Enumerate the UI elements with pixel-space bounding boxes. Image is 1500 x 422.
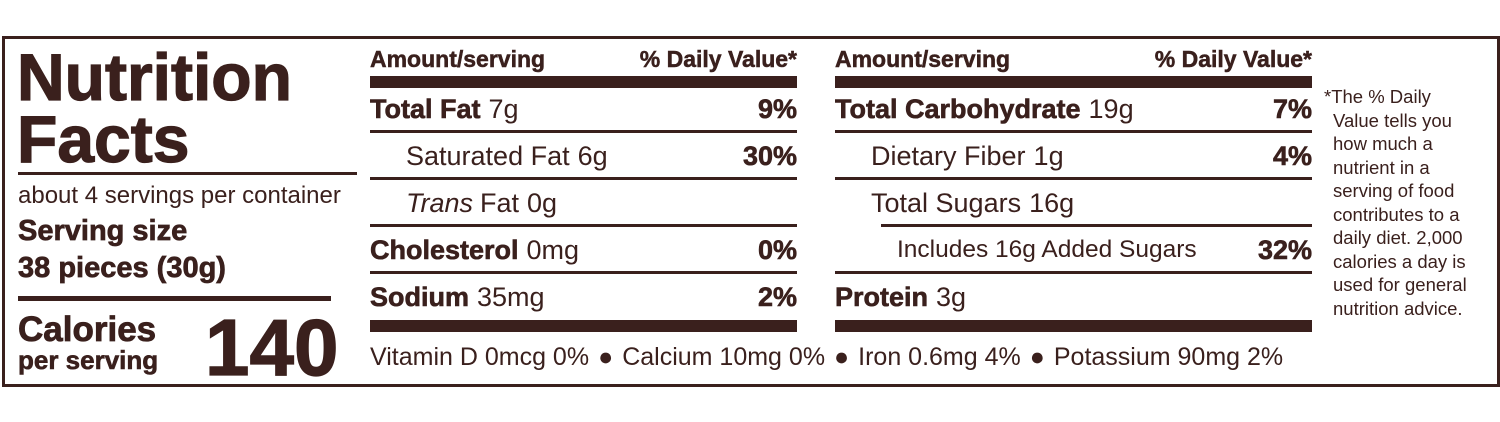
nutrient-row: Protein 3g xyxy=(835,276,1312,318)
divider xyxy=(835,271,1312,274)
divider xyxy=(835,130,1312,133)
nutrient-name: Total Fat xyxy=(370,93,481,124)
thick-bar xyxy=(370,320,797,332)
serving-size-value: 38 pieces (30g) xyxy=(18,252,227,284)
title: Nutrition xyxy=(16,40,292,114)
amount: 0g xyxy=(527,187,558,218)
amount: 1g xyxy=(1033,140,1064,171)
divider xyxy=(370,177,797,180)
vitamin: Potassium 90mg 2% xyxy=(1053,343,1284,371)
footnote-line: nutrition advice. xyxy=(1333,297,1463,319)
divider xyxy=(18,172,357,175)
nutrient-row: Total Carbohydrate 19g 7% xyxy=(835,88,1313,130)
thick-bar xyxy=(835,320,1312,332)
amount: 6g xyxy=(577,140,608,171)
amount: 3g xyxy=(936,281,967,312)
column-header: Amount/serving % Daily Value* xyxy=(835,46,1313,73)
amount: 7g xyxy=(488,93,519,124)
nutrient-row: Includes 16g Added Sugars 32% xyxy=(835,229,1312,271)
nutrient-row: Saturated Fat 6g 30% xyxy=(370,135,797,177)
footnote-line: contributes to a xyxy=(1333,203,1460,225)
nutrient-name: Dietary Fiber xyxy=(871,140,1026,171)
footnote-line: serving of food xyxy=(1333,180,1455,201)
divider xyxy=(370,271,797,274)
daily-value: 30% xyxy=(742,140,798,171)
footnote-line: used for general xyxy=(1333,274,1467,295)
title: Facts xyxy=(16,102,190,176)
divider xyxy=(835,177,1312,180)
vitamin: Vitamin D 0mcg 0% xyxy=(370,343,590,371)
footnote-line: daily diet. 2,000 xyxy=(1333,227,1463,248)
column-header: Amount/serving % Daily Value* xyxy=(370,46,798,73)
serving-size-label: Serving size xyxy=(18,215,188,247)
thick-bar xyxy=(835,76,1312,88)
footnote-line: nutrient in a xyxy=(1333,156,1430,178)
bullet: ● xyxy=(598,343,614,371)
amount: 35mg xyxy=(477,281,545,312)
calories-label: per serving xyxy=(18,345,159,375)
divider xyxy=(881,224,1312,227)
amount-header: Amount/serving xyxy=(370,46,546,73)
footnote-line: calories a day is xyxy=(1333,250,1466,272)
daily-value: 2% xyxy=(757,281,798,312)
nutrient-row: Trans Fat 0g xyxy=(370,182,797,224)
dv-header: % Daily Value* xyxy=(639,46,797,73)
nutrient-name: Fat xyxy=(480,187,520,218)
calories-value: 140 xyxy=(204,303,339,392)
footnote-line: how much a xyxy=(1333,133,1433,154)
thick-bar xyxy=(370,76,797,88)
nutrient-name: Total Carbohydrate xyxy=(835,93,1081,124)
bullet: ● xyxy=(1029,343,1045,371)
divider xyxy=(18,296,331,301)
amount: 16g xyxy=(1029,187,1075,218)
nutrient-name: Includes 16g Added Sugars xyxy=(897,236,1197,263)
bullet: ● xyxy=(834,343,850,371)
nutrient-row: Cholesterol 0mg 0% xyxy=(370,229,798,271)
nutrient-name: Sodium xyxy=(370,281,470,312)
nutrient-name-italic: Trans xyxy=(406,187,474,218)
divider xyxy=(370,224,797,227)
nutrient-row: Dietary Fiber 1g 4% xyxy=(835,135,1312,177)
daily-value: 4% xyxy=(1272,140,1313,171)
divider xyxy=(370,130,797,133)
daily-value: 32% xyxy=(1257,234,1313,265)
nutrient-name: Saturated Fat xyxy=(406,140,570,171)
nutrient-row: Sodium 35mg 2% xyxy=(370,276,798,318)
daily-value: 7% xyxy=(1272,93,1313,124)
nutrient-name: Protein xyxy=(835,281,929,312)
nutrient-name: Total Sugars xyxy=(871,187,1022,218)
nutrient-row: Total Fat 7g 9% xyxy=(370,88,798,130)
daily-value: 0% xyxy=(757,234,798,265)
footnote-line: *The % Daily xyxy=(1324,86,1431,107)
amount: 0mg xyxy=(526,234,580,265)
nutrient-name: Cholesterol xyxy=(370,234,519,265)
amount-header: Amount/serving xyxy=(835,46,1011,73)
vitamins-line: Vitamin D 0mcg 0% ● Calcium 10mg 0% ● Iron 0… xyxy=(370,343,1283,372)
servings: about 4 servings per container xyxy=(18,182,341,209)
calories-label: Calories xyxy=(18,310,157,349)
dv-header: % Daily Value* xyxy=(1154,46,1312,73)
daily-value: 9% xyxy=(757,93,798,124)
vitamin: Calcium 10mg 0% xyxy=(622,343,826,371)
label-border xyxy=(2,36,1500,387)
footnote: *The % Daily Value tells you how much a nut… xyxy=(1324,85,1467,320)
footnote-line: Value tells you xyxy=(1333,109,1452,131)
nutrient-row: Total Sugars 16g xyxy=(835,182,1312,224)
amount: 19g xyxy=(1088,93,1134,124)
vitamin: Iron 0.6mg 4% xyxy=(858,343,1021,371)
